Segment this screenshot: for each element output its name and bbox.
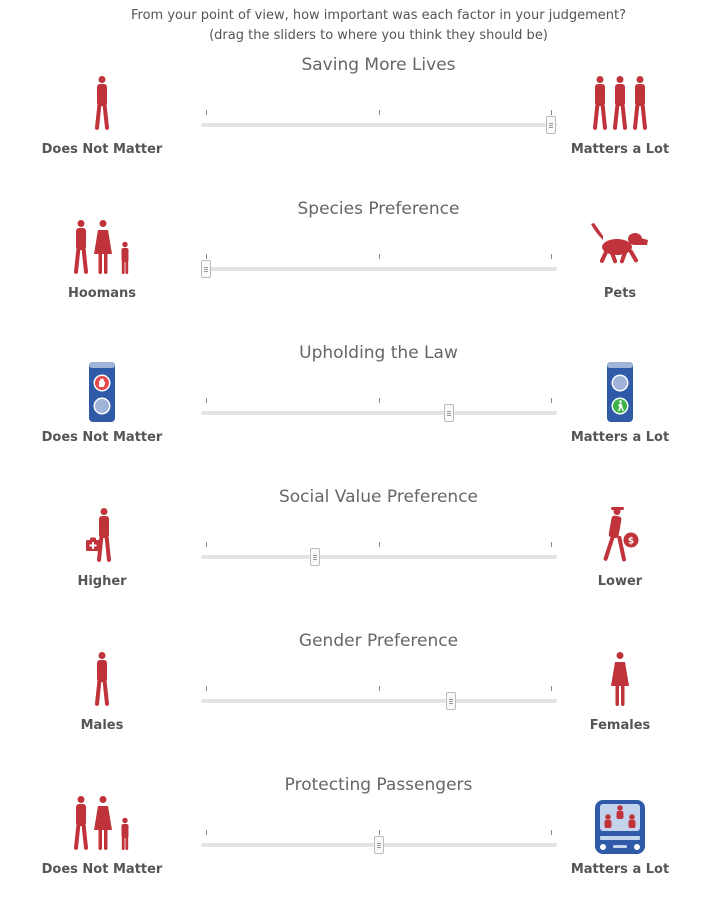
left-side: Males — [37, 650, 167, 733]
right-side: Matters a Lot — [555, 362, 685, 445]
tick — [551, 254, 552, 259]
slider-thumb[interactable] — [546, 116, 556, 134]
section-title: Gender Preference — [298, 631, 459, 651]
section-title: Social Value Preference — [278, 487, 479, 507]
instructions: From your point of view, how important w… — [0, 6, 715, 46]
section-title: Species Preference — [297, 199, 460, 219]
gender-preference-section: Gender Preference Males Females — [0, 630, 715, 774]
protecting-passengers-slider[interactable] — [201, 830, 557, 860]
tick — [379, 542, 380, 547]
species-preference-section: Species Preference Hoomans — [0, 198, 715, 342]
left-label: Hoomans — [67, 286, 137, 301]
slider-thumb[interactable] — [446, 692, 457, 710]
female-icon — [611, 652, 629, 706]
slider-thumb[interactable] — [201, 260, 211, 278]
left-side: Higher — [37, 506, 167, 589]
left-label: Does Not Matter — [41, 142, 163, 157]
gender-preference-slider[interactable] — [201, 686, 557, 716]
protecting-passengers-section: Protecting Passengers Does Not Matter — [0, 774, 715, 918]
svg-text:$: $ — [628, 537, 634, 547]
tick — [206, 830, 207, 835]
car-passengers-icon — [595, 800, 645, 854]
slider-track[interactable] — [201, 699, 557, 703]
pedestrians-icon — [73, 796, 129, 850]
right-side: $ Lower — [555, 506, 685, 589]
slider-thumb[interactable] — [443, 404, 454, 422]
instructions-line-2: (drag the sliders to where you think the… — [209, 28, 548, 43]
tick — [551, 398, 552, 403]
family-icon — [73, 220, 129, 274]
section-title: Protecting Passengers — [284, 775, 473, 795]
tick — [379, 110, 380, 115]
tick — [206, 542, 207, 547]
instructions-line-1: From your point of view, how important w… — [131, 8, 626, 23]
tick — [551, 110, 552, 115]
right-label: Pets — [603, 286, 637, 301]
tick — [206, 686, 207, 691]
right-label: Lower — [597, 574, 643, 589]
red-hand-signal-icon — [89, 362, 115, 422]
social-value-preference-section: Social Value Preference Higher $ — [0, 486, 715, 630]
left-side: Does Not Matter — [37, 794, 167, 877]
slider-track[interactable] — [201, 411, 557, 415]
right-label: Matters a Lot — [570, 430, 670, 445]
right-side: Matters a Lot — [555, 74, 685, 157]
section-title: Upholding the Law — [299, 343, 458, 363]
left-label: Does Not Matter — [41, 862, 163, 877]
left-side: Does Not Matter — [37, 74, 167, 157]
tick — [551, 830, 552, 835]
tick — [206, 254, 207, 259]
upholding-the-law-slider[interactable] — [201, 398, 557, 428]
left-side: Hoomans — [37, 218, 167, 301]
slider-track[interactable] — [201, 267, 557, 271]
right-side: Females — [555, 650, 685, 733]
saving-more-lives-slider[interactable] — [201, 110, 557, 140]
tick — [206, 398, 207, 403]
dog-icon — [591, 223, 648, 264]
section-title: Saving More Lives — [301, 55, 456, 75]
right-label: Matters a Lot — [570, 862, 670, 877]
left-side: Does Not Matter — [37, 362, 167, 445]
right-side: Pets — [555, 218, 685, 301]
tick — [379, 830, 380, 835]
tick — [551, 542, 552, 547]
tick — [551, 686, 552, 691]
right-label: Matters a Lot — [570, 142, 670, 157]
right-side: Matters a Lot — [555, 794, 685, 877]
species-preference-slider[interactable] — [201, 254, 557, 284]
green-walk-signal-icon — [607, 362, 633, 422]
slider-track[interactable] — [201, 123, 557, 127]
slider-thumb[interactable] — [309, 548, 320, 566]
tick — [379, 686, 380, 691]
slider-thumb[interactable] — [373, 836, 384, 854]
left-label: Males — [80, 718, 124, 733]
right-label: Females — [589, 718, 651, 733]
male-icon — [94, 652, 110, 706]
tick — [206, 110, 207, 115]
saving-more-lives-section: Saving More Lives Does Not Matter Matter… — [0, 54, 715, 198]
social-value-preference-slider[interactable] — [201, 542, 557, 572]
left-label: Does Not Matter — [41, 430, 163, 445]
one-person-icon — [94, 76, 110, 130]
tick — [379, 398, 380, 403]
three-people-icon — [592, 76, 648, 130]
upholding-the-law-section: Upholding the Law Does Not Matter — [0, 342, 715, 486]
criminal-icon: $ — [603, 507, 639, 562]
slider-track[interactable] — [201, 555, 557, 559]
doctor-icon — [86, 508, 112, 562]
left-label: Higher — [77, 574, 127, 589]
tick — [379, 254, 380, 259]
